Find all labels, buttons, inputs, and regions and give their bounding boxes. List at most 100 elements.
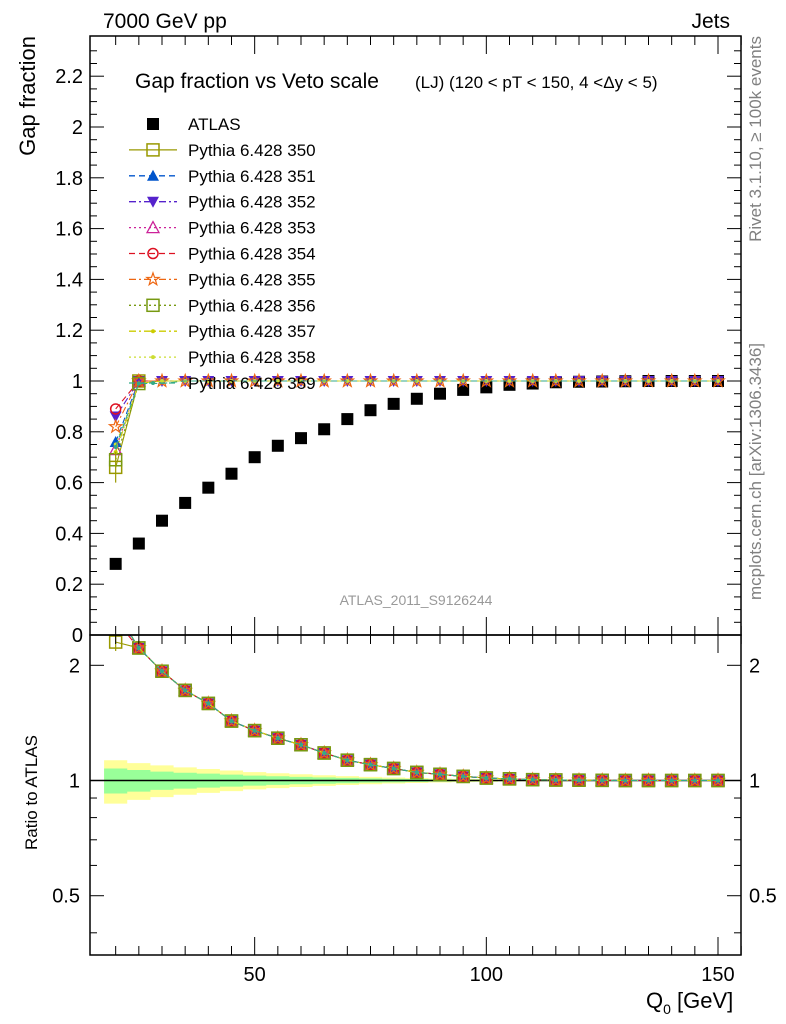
ratio-point — [224, 714, 239, 728]
lower-y-axis-label: Ratio to ATLAS — [22, 735, 41, 850]
ratio-point — [524, 771, 541, 787]
ratio-point — [646, 778, 651, 783]
header-left: 7000 GeV pp — [103, 10, 227, 33]
data-point — [710, 372, 726, 388]
ratio-point — [478, 769, 495, 785]
data-point — [109, 557, 122, 570]
ratio-point — [432, 765, 448, 782]
data-point — [177, 372, 194, 388]
legend-marker — [151, 355, 155, 360]
ratio-point — [154, 662, 170, 678]
lower-frame — [89, 634, 742, 956]
ratio-point — [553, 778, 558, 783]
x-axis-label-unit: [GeV] — [671, 988, 733, 1013]
ratio-point — [293, 736, 309, 752]
ratio-point — [710, 772, 726, 788]
legend-marker — [151, 329, 155, 334]
ratio-point — [271, 731, 285, 745]
ratio-point — [385, 760, 402, 776]
ratio-point — [130, 639, 147, 655]
rivet-version-label: Rivet 3.1.10, ≥ 100k events — [746, 36, 765, 242]
x-axis-label-subscript: 0 — [663, 1001, 671, 1017]
ratio-point — [294, 738, 308, 752]
data-point — [524, 372, 541, 388]
upper-ytick-label: 0 — [72, 625, 83, 647]
data-point — [457, 383, 470, 396]
ratio-point — [200, 695, 217, 711]
ratio-point — [547, 771, 564, 787]
legend-label: Pythia 6.428 356 — [188, 296, 316, 315]
data-point — [155, 514, 168, 527]
legend-marker — [146, 143, 160, 157]
ratio-point — [322, 751, 327, 756]
ratio-point — [600, 778, 605, 783]
lower-ytick-label-right: 0.5 — [749, 886, 777, 908]
ratio-point — [594, 771, 611, 788]
data-point — [159, 379, 164, 383]
upper-ytick-label: 0.4 — [55, 523, 83, 545]
upper-ytick-label: 2 — [72, 117, 83, 139]
ratio-point — [715, 778, 720, 783]
data-point — [345, 379, 350, 383]
ratio-point — [275, 736, 280, 741]
ratio-point — [437, 772, 442, 777]
ratio-point — [688, 773, 702, 788]
xtick-label: 50 — [244, 964, 266, 986]
legend-label: Pythia 6.428 355 — [188, 270, 316, 289]
data-point — [663, 372, 680, 388]
ratio-point — [530, 777, 535, 782]
plot-title: Gap fraction vs Veto scale — [135, 70, 379, 93]
x-axis-label-q: Q — [646, 988, 663, 1013]
upper-y-axis-label: Gap fraction — [15, 36, 40, 156]
data-point — [271, 439, 284, 452]
ratio-point — [177, 682, 194, 698]
x-axis-label: Q0 [GeV] — [646, 988, 733, 1017]
ratio-point — [507, 776, 512, 781]
data-point — [248, 451, 261, 464]
upper-ytick-label: 1 — [72, 371, 83, 393]
data-point — [246, 372, 263, 388]
data-point — [547, 372, 564, 388]
data-point — [640, 372, 657, 388]
legend-label: Pythia 6.428 357 — [188, 322, 316, 341]
data-point — [617, 372, 634, 388]
data-point — [385, 372, 402, 388]
ratio-point — [576, 778, 581, 783]
ratio-point — [114, 609, 118, 613]
ratio-point — [206, 701, 211, 706]
ratio-point — [414, 770, 419, 775]
upper-ytick-label: 0.8 — [55, 422, 83, 444]
legend-marker — [151, 381, 155, 385]
ratio-point — [686, 772, 703, 788]
ratio-point — [617, 772, 634, 788]
ratio-point — [247, 723, 262, 738]
ratio-point — [298, 742, 303, 747]
legend-marker — [145, 271, 161, 287]
legend-label: Pythia 6.428 359 — [188, 374, 316, 393]
ratio-point — [571, 771, 587, 787]
ratio-point — [183, 688, 188, 693]
ratio-point — [363, 757, 378, 772]
xtick-label: 150 — [701, 964, 734, 986]
data-point — [686, 372, 703, 388]
data-point — [715, 379, 720, 383]
data-point — [368, 379, 373, 383]
data-point — [571, 372, 587, 388]
ratio-point — [623, 778, 628, 783]
legend-marker — [147, 169, 159, 181]
upper-ytick-label: 1.8 — [55, 168, 83, 190]
ratio-point — [368, 762, 373, 767]
legend-marker — [145, 220, 161, 234]
upper-ytick-label: 0.6 — [55, 473, 83, 495]
legend-marker — [147, 118, 159, 130]
data-point — [433, 387, 446, 400]
lower-ytick-label-right: 1 — [749, 771, 760, 793]
data-point — [109, 435, 122, 447]
ratio-point — [339, 751, 356, 768]
plot-subtitle: (LJ) (120 < pT < 150, 4 <Δy < 5) — [415, 73, 658, 92]
data-point — [408, 372, 425, 388]
legend-marker — [147, 196, 159, 208]
data-point — [109, 411, 122, 423]
legend-label: Pythia 6.428 351 — [188, 167, 316, 186]
